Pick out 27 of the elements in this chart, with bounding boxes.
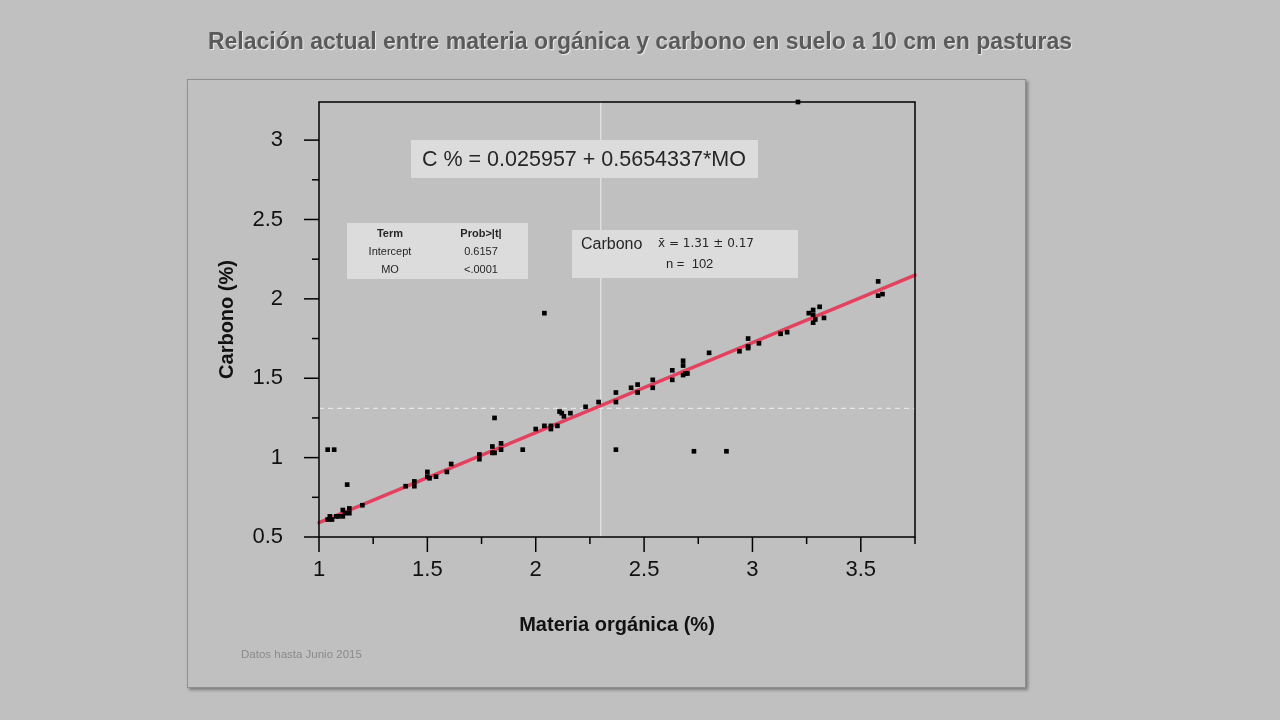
x-tick-label: 1 [312,556,326,582]
annotation: x̄ = 1.31 ± 0.17 [658,236,754,251]
x-tick-label: 1.5 [412,556,443,582]
annotation: MO [381,262,399,276]
x-tick-label: 2.5 [628,556,660,582]
x-tick-label: 3 [746,556,759,582]
x-axis-title: Materia orgánica (%) [519,612,715,635]
y-tick-label: 2.5 [252,205,283,231]
y-tick-label: 1 [270,443,283,469]
y-tick-label: 3 [270,126,283,152]
annotation: Carbono [581,234,643,254]
annotation: 0.6157 [464,244,498,258]
y-axis-title: Carbono (%) [214,260,237,379]
note-box: Carbono x̄ = 1.31 ± 0.17 n = 102 [572,230,798,278]
y-tick-label: 2 [270,284,283,310]
annotation: <.0001 [464,262,498,276]
annotation: Intercept [368,244,412,258]
annotation: n = 102 [666,255,714,272]
chart-title: Relación actual entre materia orgánica y carbono en suelo a 10 cm en pasturas [206,28,1074,55]
y-tick-label: 1.5 [252,364,283,390]
x-tick-label: 3.5 [845,556,877,582]
annotation: Prob>|t| [460,226,502,240]
y-tick-label: 0.5 [252,523,283,549]
note-box: C % = 0.025957 + 0.5654337*MO [411,140,758,178]
x-tick-label: 2 [529,556,542,582]
annotation: Term [376,226,404,240]
annotation: C % = 0.025957 + 0.5654337*MO [422,146,746,172]
